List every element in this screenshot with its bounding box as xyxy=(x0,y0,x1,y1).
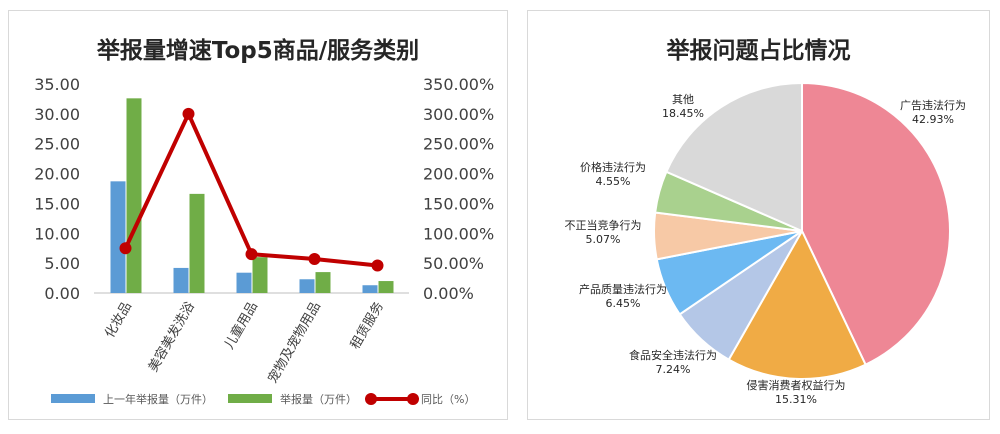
pie-slice-label: 侵害消费者权益行为 xyxy=(747,378,846,392)
pie-slice xyxy=(801,81,951,366)
y-right-tick-label: 0.00% xyxy=(423,284,474,303)
pie-slice-label: 产品质量违法行为 xyxy=(579,282,667,296)
bar-this-year xyxy=(126,98,142,294)
bar-this-year xyxy=(378,281,394,293)
pie-slice-label: 不正当竞争行为 xyxy=(565,218,642,232)
yoy-point xyxy=(119,242,132,255)
bar-last-year xyxy=(173,267,189,293)
x-category-label: 租赁服务 xyxy=(347,299,387,352)
legend-label-last-year: 上一年举报量（万件） xyxy=(103,392,213,406)
legend-swatch-this-year xyxy=(228,394,272,403)
bar-line-chart: 0.00 5.00 10.00 15.00 20.00 25.00 30.00 35.00 0.… xyxy=(34,75,494,406)
y-left-tick-label: 35.00 xyxy=(34,75,80,94)
bar-this-year xyxy=(189,193,205,293)
x-category-label: 宠物及宠物用品 xyxy=(265,299,324,386)
pie-chart-title: 举报问题占比情况 xyxy=(666,38,851,64)
y-left-tick-label: 5.00 xyxy=(44,254,80,273)
y-left-tick-label: 25.00 xyxy=(34,135,80,154)
y-right-tick-label: 250.00% xyxy=(423,135,494,154)
pie-slice-value: 7.24% xyxy=(656,363,691,376)
pie-slice xyxy=(665,81,803,233)
y-right-tick-label: 150.00% xyxy=(423,194,494,213)
bar-line-chart-panel: 举报量增速Top5商品/服务类别 0.00 5.00 10.00 15.00 20.00… xyxy=(8,10,508,420)
pie-slice-value: 42.93% xyxy=(912,113,954,126)
y-left-tick-label: 0.00 xyxy=(44,284,80,303)
y-right-tick-label: 200.00% xyxy=(423,165,494,184)
bar-last-year xyxy=(110,181,126,293)
bar-this-year xyxy=(315,272,331,293)
pie-slice-value: 15.31% xyxy=(775,393,817,406)
legend-marker-yoy xyxy=(407,393,419,405)
pie-slice-label: 其他 xyxy=(672,93,694,106)
yoy-point xyxy=(182,107,195,120)
pie-slice xyxy=(727,228,867,380)
pie-slice-value: 18.45% xyxy=(662,107,704,120)
y-right-tick-label: 50.00% xyxy=(423,254,484,273)
y-left-tick-label: 30.00 xyxy=(34,105,80,124)
y-right-tick-label: 350.00% xyxy=(423,75,494,94)
pie-slice-value: 5.07% xyxy=(586,233,621,246)
x-category-label: 儿童用品 xyxy=(221,299,261,352)
yoy-point xyxy=(371,259,384,272)
x-category-label: 化妆品 xyxy=(102,300,134,341)
pie-slice-value: 4.55% xyxy=(596,175,631,188)
pie-chart-panel: 举报问题占比情况 广告违法行为 42.93% 侵害消费者权益行为 15.31% 食品安全… xyxy=(527,10,990,420)
pie-slice-label: 食品安全违法行为 xyxy=(629,348,717,362)
pie-slice-label: 广告违法行为 xyxy=(900,98,966,112)
legend-label-yoy: 同比（%） xyxy=(421,393,475,406)
bar-last-year xyxy=(299,279,315,293)
yoy-point xyxy=(308,252,321,265)
legend-label-this-year: 举报量（万件） xyxy=(280,392,357,406)
pie-slice-label: 价格违法行为 xyxy=(580,160,646,174)
y-right-tick-label: 100.00% xyxy=(423,224,494,243)
x-category-label: 美容美发洗浴 xyxy=(145,299,198,375)
yoy-line xyxy=(123,111,378,268)
bar-last-year xyxy=(362,285,378,293)
legend-marker-yoy xyxy=(365,393,377,405)
y-left-tick-label: 10.00 xyxy=(34,224,80,243)
yoy-point xyxy=(245,248,258,261)
y-left-tick-label: 15.00 xyxy=(34,194,80,213)
legend-swatch-last-year xyxy=(51,394,95,403)
bar-last-year xyxy=(236,272,252,293)
y-left-tick-label: 20.00 xyxy=(34,165,80,184)
bar-chart-title: 举报量增速Top5商品/服务类别 xyxy=(96,38,420,64)
pie-slice-value: 6.45% xyxy=(606,297,641,310)
y-right-tick-label: 300.00% xyxy=(423,105,494,124)
bar-this-year xyxy=(252,257,268,293)
